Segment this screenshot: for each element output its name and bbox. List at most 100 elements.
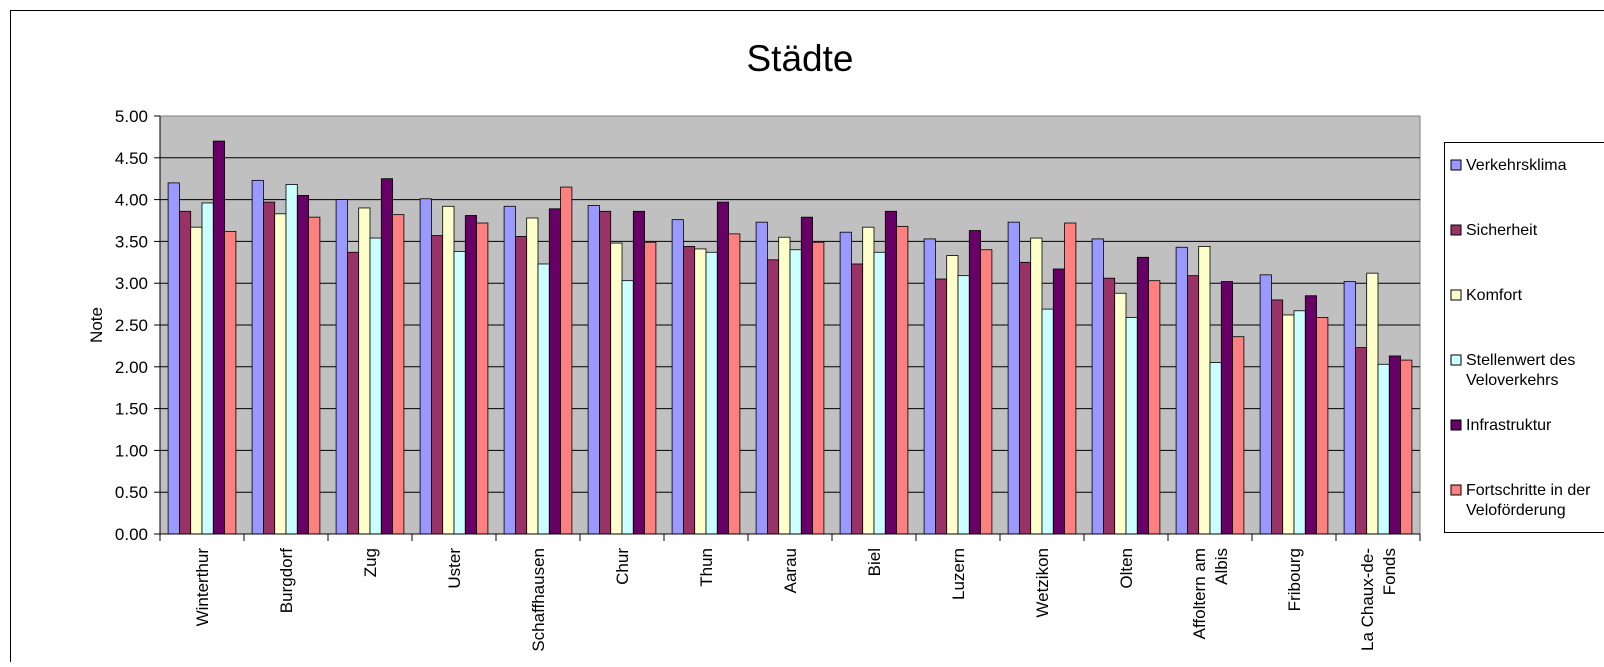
- bar: [252, 180, 263, 534]
- bar: [549, 209, 560, 534]
- legend-label: Veloverkehrs: [1466, 372, 1559, 389]
- bar: [813, 242, 824, 534]
- y-tick-label: 0.00: [115, 525, 148, 544]
- bar: [454, 251, 465, 534]
- bar: [588, 205, 599, 534]
- bar: [1305, 296, 1316, 534]
- x-tick-label: La Chaux-de-: [1358, 548, 1377, 651]
- bar: [897, 226, 908, 534]
- x-tick-label: Thun: [697, 548, 716, 587]
- bar: [706, 252, 717, 534]
- x-tick-label: Wetzikon: [1033, 548, 1052, 618]
- x-tick-label: Zug: [361, 548, 380, 577]
- bar: [599, 211, 610, 534]
- bar: [179, 211, 190, 534]
- bar: [1260, 275, 1271, 534]
- y-tick-label: 1.50: [115, 400, 148, 419]
- bar: [863, 227, 874, 534]
- bar: [1008, 222, 1019, 534]
- bar: [1378, 364, 1389, 534]
- bar: [924, 239, 935, 534]
- y-axis-title: Note: [87, 307, 106, 343]
- bar: [645, 242, 656, 534]
- bar: [1176, 247, 1187, 534]
- bar: [443, 206, 454, 534]
- y-tick-label: 4.50: [115, 149, 148, 168]
- bar: [561, 187, 572, 534]
- bar: [947, 256, 958, 534]
- bar: [622, 281, 633, 534]
- y-tick-label: 4.00: [115, 191, 148, 210]
- legend-label: Stellenwert des: [1466, 352, 1575, 369]
- bar: [1233, 337, 1244, 534]
- legend-swatch: [1451, 485, 1461, 495]
- x-tick-label: Winterthur: [193, 548, 212, 627]
- bar: [465, 215, 476, 534]
- bar: [202, 203, 213, 534]
- bar: [393, 215, 404, 534]
- legend-swatch: [1451, 355, 1461, 365]
- y-tick-label: 5.00: [115, 107, 148, 126]
- legend-swatch: [1451, 160, 1461, 170]
- bar: [1367, 273, 1378, 534]
- bar: [336, 200, 347, 534]
- bar: [420, 199, 431, 534]
- x-tick-label: Chur: [613, 548, 632, 585]
- bar: [168, 183, 179, 534]
- x-tick-label: Affoltern am: [1190, 548, 1209, 639]
- bar: [874, 252, 885, 534]
- bar: [633, 211, 644, 534]
- bar: [213, 141, 224, 534]
- bar: [1401, 360, 1412, 534]
- bar: [527, 218, 538, 534]
- bar: [297, 195, 308, 534]
- bar: [191, 227, 202, 534]
- bar: [431, 236, 442, 534]
- legend-label: Infrastruktur: [1466, 417, 1552, 434]
- x-tick-label: Uster: [445, 548, 464, 589]
- bar: [885, 211, 896, 534]
- bar: [981, 250, 992, 534]
- y-tick-label: 2.50: [115, 316, 148, 335]
- bar: [1115, 293, 1126, 534]
- bar: [729, 234, 740, 534]
- x-tick-label: Schaffhausen: [529, 548, 548, 652]
- bar: [672, 220, 683, 534]
- bar: [359, 208, 370, 534]
- bar: [263, 202, 274, 534]
- bar: [286, 185, 297, 534]
- bar: [225, 231, 236, 534]
- bar: [347, 252, 358, 534]
- y-tick-label: 2.00: [115, 358, 148, 377]
- bar: [1126, 317, 1137, 534]
- legend-box: [1445, 143, 1604, 533]
- legend-swatch: [1451, 420, 1461, 430]
- x-tick-label: Albis: [1212, 548, 1231, 585]
- bar: [477, 223, 488, 534]
- bar: [1344, 282, 1355, 534]
- bar: [1149, 281, 1160, 534]
- bar: [767, 260, 778, 534]
- bar: [1199, 246, 1210, 534]
- bar: [969, 231, 980, 534]
- bar: [756, 222, 767, 534]
- bar: [1283, 315, 1294, 534]
- legend: VerkehrsklimaSicherheitKomfortStellenwer…: [1445, 143, 1604, 533]
- y-tick-label: 3.50: [115, 232, 148, 251]
- bar: [851, 264, 862, 534]
- bar: [309, 217, 320, 534]
- bar: [683, 246, 694, 534]
- bar: [1053, 269, 1064, 534]
- legend-swatch: [1451, 290, 1461, 300]
- chart-title: Städte: [747, 38, 854, 79]
- legend-label: Komfort: [1466, 287, 1523, 304]
- x-tick-label: Aarau: [781, 548, 800, 593]
- bar: [1389, 356, 1400, 534]
- bar: [1187, 276, 1198, 534]
- legend-swatch: [1451, 225, 1461, 235]
- x-tick-label: Fribourg: [1285, 548, 1304, 611]
- bar: [1294, 311, 1305, 534]
- bar: [958, 276, 969, 534]
